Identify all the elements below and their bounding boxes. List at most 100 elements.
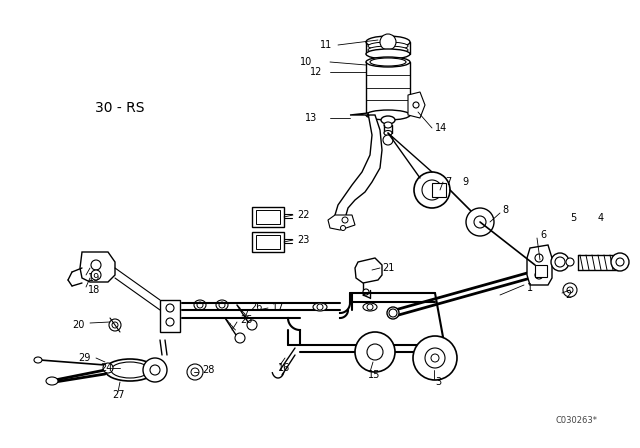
Circle shape (413, 102, 419, 108)
Circle shape (112, 322, 118, 328)
Text: 13: 13 (305, 113, 317, 123)
Text: 20: 20 (72, 320, 84, 330)
Circle shape (555, 257, 565, 267)
Text: 9: 9 (462, 177, 468, 187)
Ellipse shape (366, 110, 410, 120)
Circle shape (342, 217, 348, 223)
Ellipse shape (216, 300, 228, 310)
Text: 1: 1 (527, 283, 533, 293)
Circle shape (219, 302, 225, 308)
Circle shape (535, 254, 543, 262)
Circle shape (187, 364, 203, 380)
Circle shape (566, 258, 574, 266)
Ellipse shape (105, 359, 155, 381)
Text: 29: 29 (78, 353, 90, 363)
Ellipse shape (368, 46, 408, 54)
Text: 21: 21 (382, 263, 394, 273)
Text: 14: 14 (435, 123, 447, 133)
Text: C030263*: C030263* (555, 415, 597, 425)
Circle shape (109, 319, 121, 331)
Circle shape (166, 318, 174, 326)
Circle shape (317, 304, 323, 310)
Ellipse shape (368, 42, 408, 50)
Ellipse shape (387, 307, 399, 319)
Circle shape (367, 304, 373, 310)
Bar (256, 235, 280, 249)
Ellipse shape (366, 57, 410, 67)
Text: 27: 27 (112, 390, 125, 400)
Polygon shape (80, 252, 115, 282)
Circle shape (425, 348, 445, 368)
Circle shape (197, 302, 203, 308)
Ellipse shape (366, 49, 410, 59)
Polygon shape (527, 245, 552, 285)
Ellipse shape (383, 135, 393, 145)
Ellipse shape (111, 362, 149, 378)
Circle shape (535, 271, 543, 279)
Text: 26: 26 (250, 302, 262, 312)
Circle shape (422, 180, 442, 200)
Circle shape (166, 304, 174, 312)
Ellipse shape (363, 303, 377, 311)
Circle shape (466, 208, 494, 236)
Ellipse shape (194, 300, 206, 310)
Ellipse shape (368, 50, 408, 58)
Text: 19: 19 (88, 273, 100, 283)
Text: 18: 18 (88, 285, 100, 295)
Text: 16: 16 (278, 363, 291, 373)
Text: 4: 4 (598, 213, 604, 223)
Circle shape (389, 309, 397, 317)
Ellipse shape (46, 377, 58, 385)
Bar (252, 232, 284, 252)
Circle shape (103, 363, 113, 373)
Circle shape (355, 332, 395, 372)
Circle shape (363, 289, 369, 295)
Polygon shape (408, 92, 425, 118)
Bar (160, 300, 180, 332)
Ellipse shape (34, 357, 42, 363)
Circle shape (235, 333, 245, 343)
Text: 24: 24 (100, 363, 113, 373)
Text: 2: 2 (565, 290, 572, 300)
Circle shape (380, 34, 396, 50)
Text: 30 - RS: 30 - RS (95, 101, 145, 115)
Text: 28: 28 (202, 365, 214, 375)
Circle shape (91, 260, 101, 270)
Circle shape (143, 358, 167, 382)
Ellipse shape (551, 253, 569, 271)
Circle shape (150, 365, 160, 375)
Circle shape (340, 225, 346, 231)
Text: 23: 23 (297, 235, 309, 245)
Circle shape (91, 270, 101, 280)
Bar (252, 207, 284, 227)
Text: 5: 5 (570, 213, 576, 223)
Ellipse shape (313, 303, 327, 311)
Ellipse shape (384, 122, 392, 128)
Circle shape (616, 258, 624, 266)
Polygon shape (328, 215, 355, 230)
Bar (256, 210, 280, 224)
Circle shape (413, 336, 457, 380)
Polygon shape (355, 258, 382, 283)
Ellipse shape (370, 58, 406, 66)
Text: 12: 12 (310, 67, 323, 77)
Bar (432, 183, 446, 197)
Circle shape (567, 287, 573, 293)
Circle shape (563, 283, 577, 297)
Text: 17: 17 (272, 303, 284, 313)
Text: 22: 22 (297, 210, 310, 220)
Circle shape (431, 354, 439, 362)
Circle shape (191, 368, 199, 376)
Text: 3: 3 (435, 377, 441, 387)
Ellipse shape (366, 36, 410, 48)
Ellipse shape (384, 130, 392, 135)
Text: 6: 6 (540, 230, 546, 240)
Circle shape (414, 172, 450, 208)
Ellipse shape (381, 116, 395, 124)
Text: 15: 15 (368, 370, 380, 380)
Circle shape (247, 320, 257, 330)
Circle shape (474, 216, 486, 228)
Text: 10: 10 (300, 57, 312, 67)
Circle shape (367, 344, 383, 360)
Text: 25: 25 (240, 315, 253, 325)
